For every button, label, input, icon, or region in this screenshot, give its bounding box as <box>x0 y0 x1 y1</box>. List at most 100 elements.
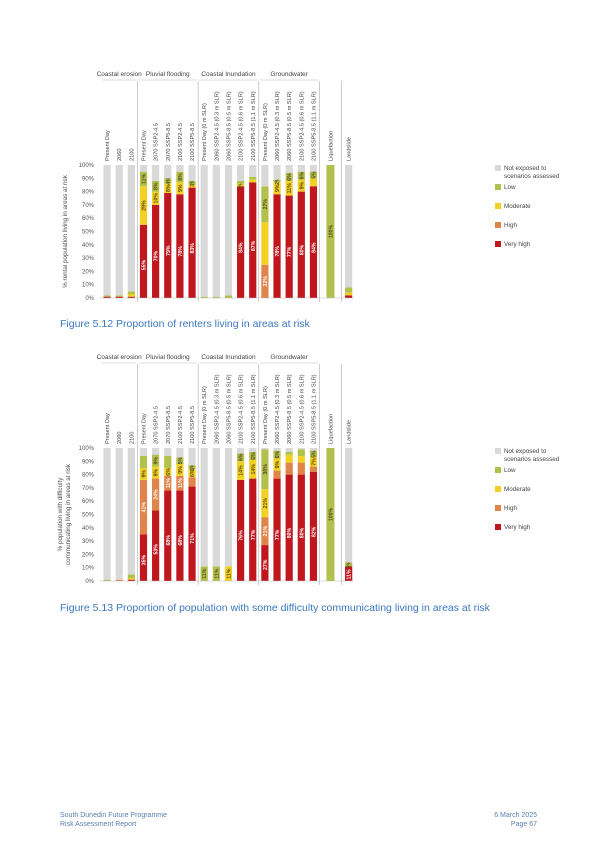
bar-segment <box>176 182 184 195</box>
legend-label: Low <box>504 184 516 191</box>
bar-segment <box>200 296 208 298</box>
bar-segment <box>249 451 257 460</box>
data-label: 8% <box>178 173 184 181</box>
legend-swatch <box>495 505 501 511</box>
bar-segment <box>345 566 353 581</box>
bar-segment <box>200 165 208 297</box>
data-label: 77% <box>287 246 293 257</box>
data-label: 78% <box>275 246 281 257</box>
category-label: Present Day <box>141 130 147 161</box>
bar-segment <box>212 296 220 298</box>
category-label: 2060 SSP2-4.5 (0.3 m SLR) <box>275 374 281 444</box>
bar-segment <box>297 179 305 192</box>
bar-segment <box>237 183 245 187</box>
bar-segment <box>285 165 293 173</box>
data-label: 84% <box>311 242 317 253</box>
category-label: Present Day (0 m SLR) <box>263 386 269 444</box>
y-tick-label: 40% <box>82 526 95 532</box>
bar-segment <box>152 204 160 298</box>
category-label: 2060 SSP2-4.5 (0.3 m SLR) <box>214 374 220 444</box>
bar-segment <box>345 562 353 567</box>
bar-segment <box>309 186 318 298</box>
y-tick-label: 100% <box>79 163 95 169</box>
bar-segment <box>237 180 245 184</box>
bar-segment <box>176 463 184 476</box>
group-header: Pluvial flooding <box>146 71 190 78</box>
data-label: 71% <box>190 533 196 544</box>
data-label: 11% <box>166 478 172 488</box>
data-label: 8% <box>154 182 160 190</box>
bar-segment <box>188 465 196 470</box>
chart-renters-svg: % rental population living in areas at r… <box>62 71 560 302</box>
legend-swatch <box>495 241 501 247</box>
legend-swatch <box>495 486 501 492</box>
data-label: 2% <box>239 181 245 189</box>
category-label: 2100 SSP5-8.5 <box>190 123 196 161</box>
bar-segment <box>249 459 257 479</box>
data-label: 87% <box>251 240 257 251</box>
footer-left: South Dunedin Future Programme Risk Asse… <box>60 811 167 829</box>
data-label: 14% <box>251 464 257 475</box>
y-tick-label: 0% <box>85 296 94 302</box>
category-label: 2100 SSP5-8.5 (1.1 m SLR) <box>251 374 257 444</box>
bar-segment <box>309 471 318 581</box>
group-header: Coastal Inundation <box>201 354 256 361</box>
bar-segment <box>152 191 160 205</box>
category-label: 2100 SSP2-4.5 (0.6 m SLR) <box>239 91 245 161</box>
bar-segment <box>115 295 123 297</box>
bar-segment <box>224 295 233 298</box>
data-label: 9% <box>299 181 305 189</box>
bar-segment <box>103 295 111 297</box>
bar-segment <box>285 172 293 181</box>
bar-segment <box>139 455 148 468</box>
data-label: 10% <box>154 193 160 204</box>
bar-segment <box>127 448 135 575</box>
bar-segment <box>297 165 305 172</box>
data-label: 4% <box>166 177 172 185</box>
y-tick-label: 70% <box>82 486 95 492</box>
bar-segment <box>127 291 135 295</box>
category-label: 2100 SSP5-8.5 (1.1 m SLR) <box>311 374 317 444</box>
bar-segment <box>309 178 318 187</box>
bar-segment <box>273 448 281 451</box>
y-tick-label: 90% <box>82 459 95 465</box>
figure-caption-renters: Figure 5.12 Proportion of renters living… <box>60 318 310 330</box>
bar-segment <box>127 579 135 581</box>
category-label: 2060 SSP2-4.5 (0.3 m SLR) <box>214 91 220 161</box>
data-label: 21% <box>263 526 269 537</box>
bar-segment <box>103 165 111 296</box>
bar-segment <box>273 470 281 479</box>
category-label: 2100 <box>129 149 135 161</box>
bar-segment <box>152 478 160 511</box>
data-label: 53% <box>154 544 160 555</box>
footer-report: Risk Assessment Report <box>60 821 137 828</box>
bar-segment <box>188 180 196 185</box>
bar-segment <box>285 454 293 463</box>
data-label: 5% <box>178 456 184 464</box>
bar-segment <box>115 448 123 580</box>
data-label: 3% <box>190 463 196 471</box>
y-tick-label: 10% <box>82 566 95 572</box>
bar-segment <box>188 448 196 466</box>
category-label: 2100 SSP5-8.5 <box>190 406 196 444</box>
data-label: 83% <box>190 243 196 254</box>
bar-segment <box>152 180 160 192</box>
category-label: 2060 SSP2-4.5 (0.3 m SLR) <box>275 91 281 161</box>
bar-segment <box>103 296 111 298</box>
bar-segment <box>285 451 293 455</box>
data-label: 9% <box>154 456 160 464</box>
bar-segment <box>152 454 160 467</box>
bar-segment <box>164 165 172 179</box>
bar-segment <box>139 479 148 535</box>
bar-segment <box>164 448 172 456</box>
bar-segment <box>188 486 196 581</box>
data-label: 80% <box>299 245 305 256</box>
bar-segment <box>273 450 281 459</box>
category-label: 2060 <box>117 149 123 161</box>
bar-segment <box>152 448 160 455</box>
data-label: 9% <box>178 184 184 192</box>
bar-segment <box>261 489 269 518</box>
data-label: 80% <box>299 528 305 539</box>
category-label: Landslide <box>347 420 353 444</box>
data-label: 6% <box>239 453 245 461</box>
